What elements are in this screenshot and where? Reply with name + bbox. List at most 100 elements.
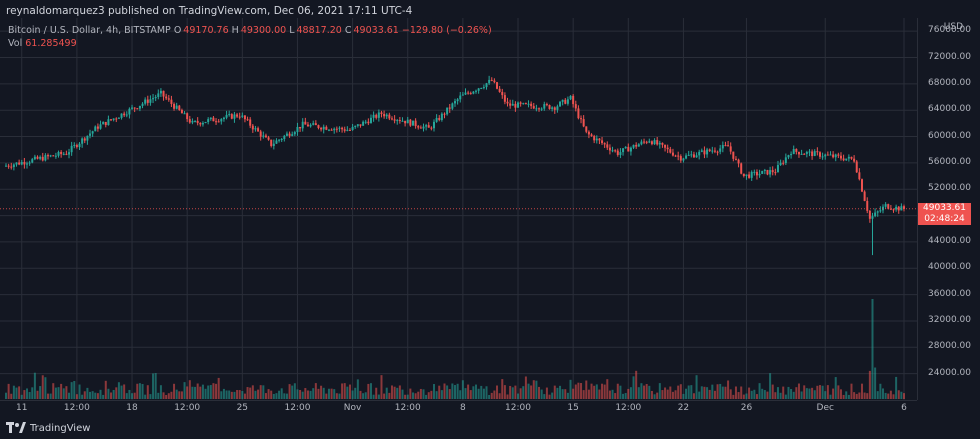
volume-bar — [236, 390, 239, 399]
volume-bar — [548, 394, 551, 399]
volume-bar — [860, 383, 863, 399]
candlestick-chart[interactable] — [0, 18, 917, 400]
volume-bar — [892, 394, 895, 399]
time-tick-label: Dec — [816, 403, 834, 413]
volume-bar — [91, 391, 94, 399]
candle-body — [742, 173, 745, 177]
volume-bar — [461, 380, 464, 399]
volume-bar — [312, 388, 315, 399]
volume-bar — [640, 383, 643, 399]
volume-bar — [230, 391, 233, 399]
footer: TradingView — [0, 414, 980, 439]
candle-body — [296, 126, 299, 133]
candle-body — [477, 88, 480, 91]
volume-bar — [186, 386, 189, 399]
time-tick-label: Nov — [343, 403, 362, 413]
candle-body — [73, 144, 76, 146]
time-axis[interactable]: 11 12:00 18 12:00 25 12:00 Nov 12:00 8 12:00 15 12:… — [0, 400, 917, 415]
candle-body — [438, 117, 441, 121]
candle-body — [818, 152, 821, 157]
candle-body — [425, 125, 428, 127]
volume-bar — [390, 385, 393, 399]
candle-body — [556, 106, 559, 110]
candle-body — [159, 90, 162, 94]
volume-bar — [501, 379, 504, 399]
volume-bar — [167, 393, 170, 399]
candle-body — [847, 156, 850, 159]
volume-bar — [614, 393, 617, 399]
volume-bar — [724, 386, 727, 399]
candle-body — [194, 120, 197, 122]
tradingview-brand[interactable]: TradingView — [6, 422, 90, 434]
volume-bar — [123, 384, 126, 399]
candle-body — [440, 113, 443, 121]
volume-bar — [569, 379, 572, 399]
volume-bar — [335, 393, 338, 399]
candle-body — [716, 151, 719, 153]
volume-bar — [761, 388, 764, 399]
volume-bar — [826, 385, 829, 399]
volume-bar — [755, 394, 758, 399]
volume-bar — [834, 377, 837, 399]
candle-body — [561, 99, 564, 102]
candle-body — [868, 210, 871, 219]
volume-bar — [493, 390, 496, 399]
volume-bar — [853, 392, 856, 399]
candle-body — [763, 169, 766, 171]
candle-body — [461, 94, 464, 96]
candle-body — [482, 87, 485, 89]
candle-body — [196, 120, 199, 123]
volume-bar — [320, 385, 323, 399]
volume-bar — [606, 379, 609, 399]
candle-body — [475, 90, 478, 92]
volume-bar — [12, 385, 15, 399]
volume-bar — [577, 382, 580, 399]
candle-body — [858, 172, 861, 180]
candle-body — [44, 155, 47, 161]
volume-bar — [293, 383, 296, 399]
volume-bar — [388, 392, 391, 399]
candle-body — [369, 117, 372, 124]
candle-body — [375, 114, 378, 118]
volume-bar — [165, 394, 168, 399]
candle-body — [876, 211, 879, 213]
chart-pane[interactable] — [0, 18, 917, 400]
candle-body — [585, 126, 588, 132]
candle-body — [719, 148, 722, 152]
time-tick-label: 12:00 — [394, 403, 421, 413]
volume-bar — [795, 387, 798, 399]
candle-body — [293, 132, 296, 135]
candle-body — [390, 118, 393, 120]
volume-bar — [792, 391, 795, 399]
candle-body — [225, 114, 228, 118]
candle-body — [354, 125, 357, 127]
volume-bar — [669, 386, 672, 399]
candle-body — [805, 151, 808, 154]
volume-bar — [656, 392, 659, 399]
volume-bar — [375, 387, 378, 399]
published-text: reynaldomarquez3 published on TradingVie… — [6, 5, 413, 17]
candle-body — [559, 101, 562, 107]
candle-body — [506, 101, 509, 104]
volume-bar — [422, 389, 425, 399]
candle-body — [383, 114, 386, 117]
volume-bar — [28, 392, 31, 399]
volume-bar — [322, 387, 325, 399]
volume-bar — [212, 383, 215, 399]
volume-bar — [152, 373, 155, 399]
volume-bar — [5, 392, 7, 399]
candle-body — [128, 108, 131, 115]
volume-bar — [671, 391, 674, 399]
volume-bar — [194, 386, 197, 399]
candle-body — [698, 151, 701, 156]
candle-body — [496, 82, 499, 89]
last-price-tag: 49033.61 — [918, 202, 971, 214]
candle-body — [207, 119, 210, 123]
volume-bar — [351, 390, 354, 399]
volume-bar — [54, 387, 57, 399]
candle-body — [653, 140, 656, 145]
candle-body — [884, 204, 887, 207]
volume-bar — [514, 385, 517, 399]
price-axis[interactable]: USD 76000.00 72000.00 68000.00 64000.00 6000… — [917, 18, 980, 400]
candle-body — [419, 127, 422, 129]
